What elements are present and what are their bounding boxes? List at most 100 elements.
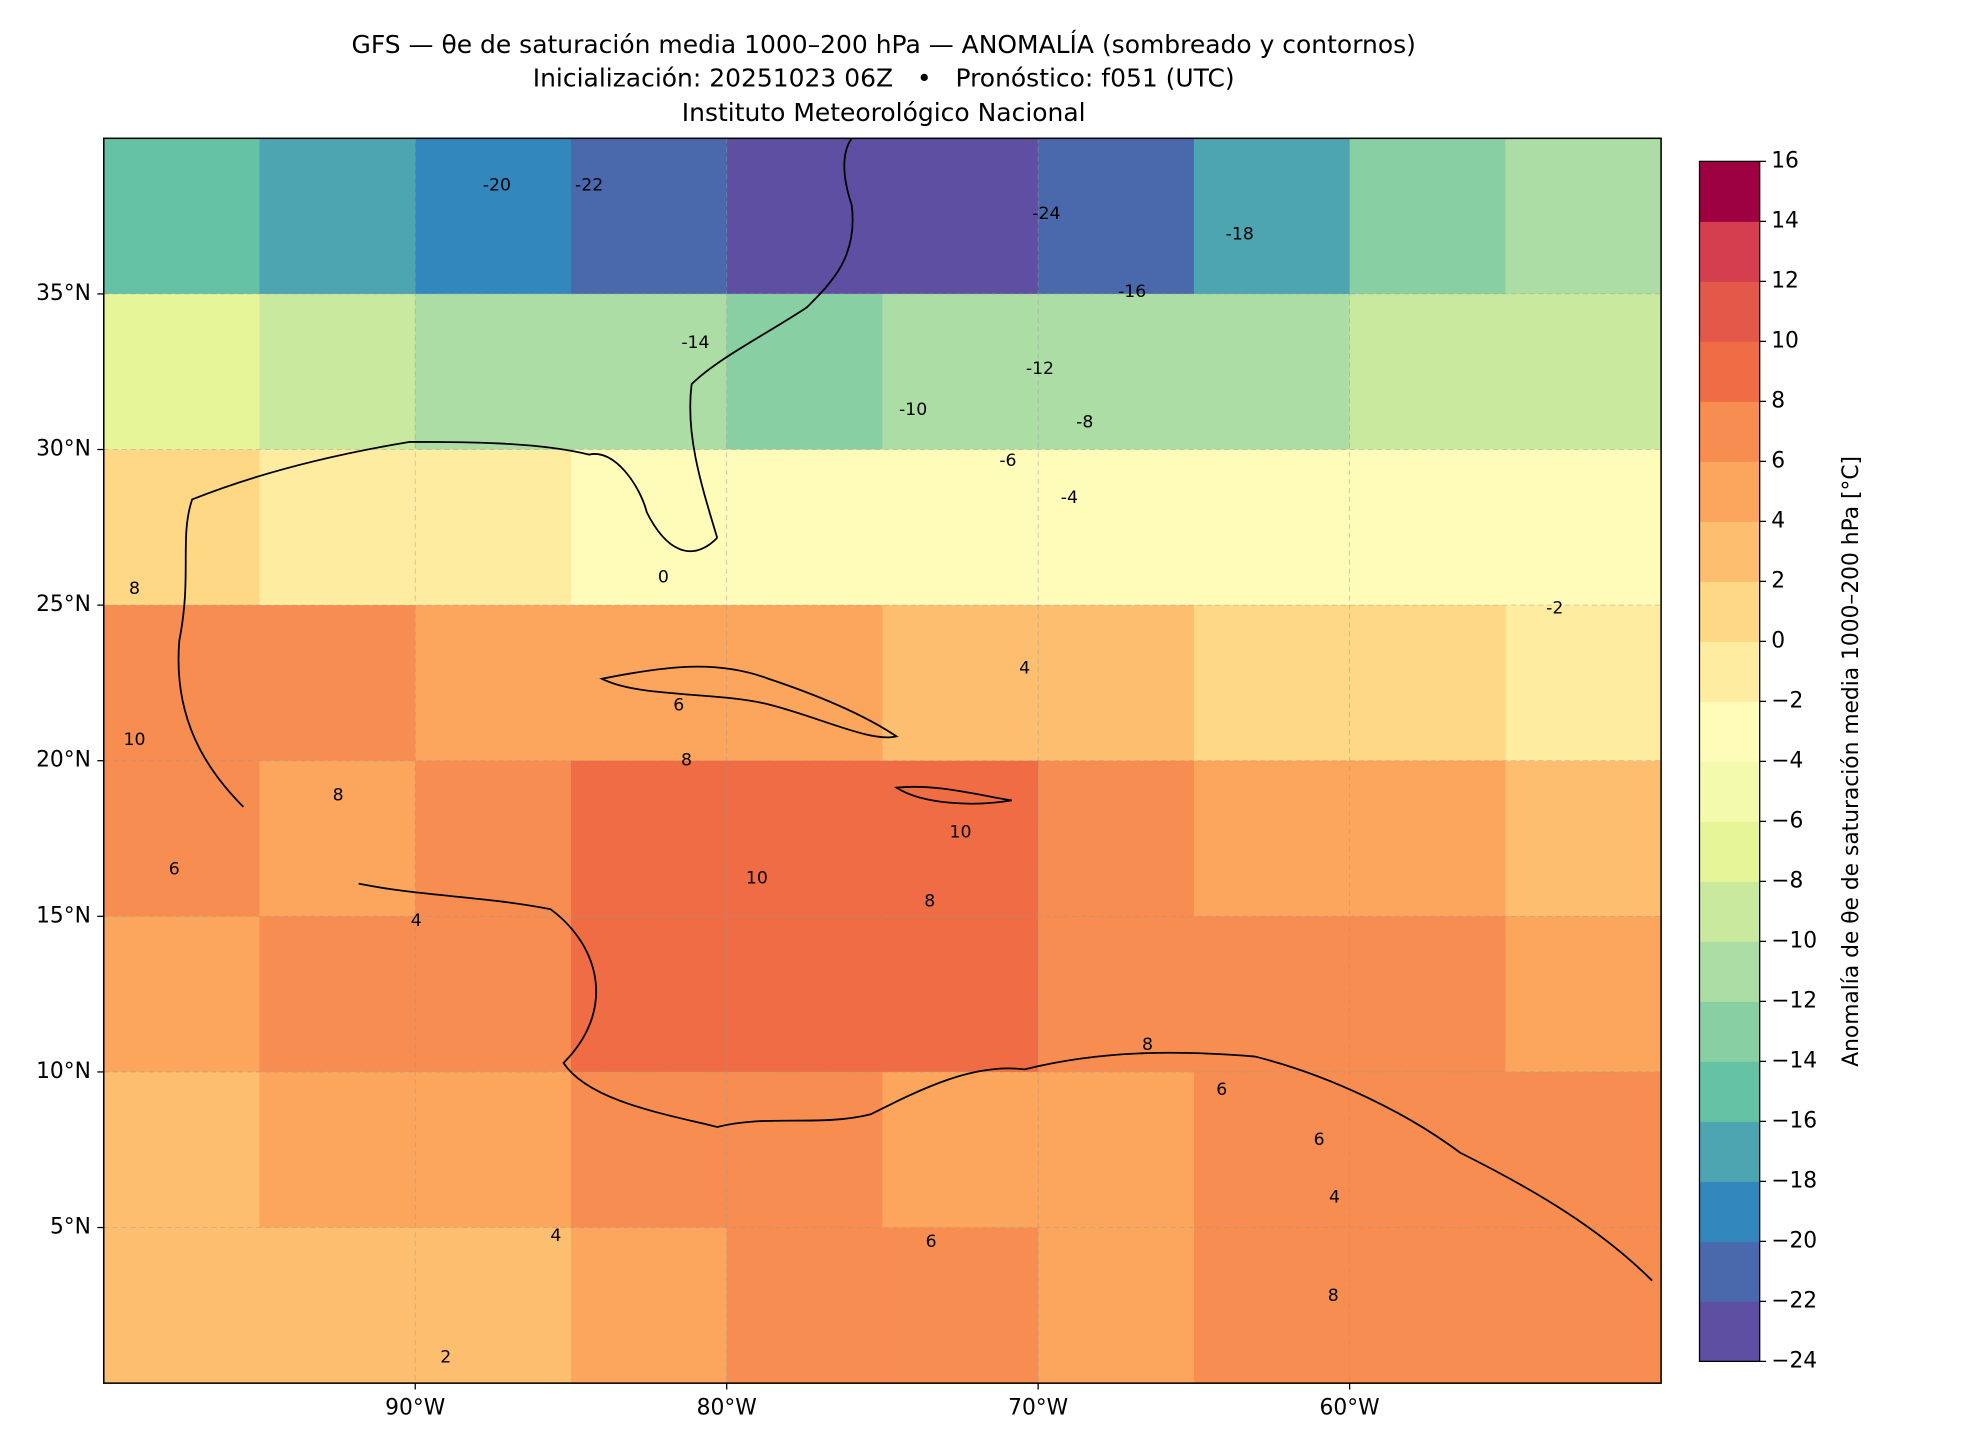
contour-label: 6 [1216,1080,1227,1100]
field-cell [882,916,1039,1073]
contour-label: 4 [411,911,422,931]
contour-label: 10 [124,730,146,750]
subtitle: Inicialización: 20251023 06Z • Pronóstic… [533,63,1235,92]
field-cell [1193,449,1351,606]
field-cell [570,605,728,762]
contour-label: -4 [1061,488,1078,508]
field-cell [103,1227,261,1384]
colorbar-tick-label: 14 [1771,208,1799,233]
field-cell [1349,293,1506,451]
contour-label: -10 [899,400,927,420]
colorbar-tick-label: −10 [1771,928,1817,953]
field-cell [1038,605,1195,762]
field-cell [415,1071,572,1229]
axes: 90°W 80°W 70°W 60°W 5°N 10°N 15°N 20°N 25°N 30°N 3… [36,281,1380,1421]
field-cell [1193,293,1351,451]
contour-label: 10 [746,869,768,889]
contour-label: -20 [483,176,511,196]
colorbar-tick-label: −14 [1771,1048,1817,1073]
contour-label: 6 [926,1232,937,1252]
colorbar-tick-label: 12 [1771,268,1799,293]
colorbar-swatch [1699,881,1760,942]
contour-label: 6 [1314,1130,1325,1150]
colorbar-swatch [1699,161,1760,222]
field-cell [726,293,884,451]
contour-label: -18 [1226,224,1254,244]
contour-label: -16 [1118,282,1146,302]
field-cell [1349,138,1506,295]
island [893,785,1012,805]
colorbar-tick-label: −4 [1771,748,1803,773]
contour-label: 8 [1142,1035,1153,1055]
colorbar-swatch [1699,821,1760,882]
colorbar-swatch [1699,941,1760,1002]
field-cell [1349,605,1506,762]
contour-label: -2 [1546,598,1563,618]
field-cell [1349,449,1506,606]
colorbar-tick-label: 4 [1771,508,1785,533]
colorbar-swatch [1699,401,1760,462]
contour-label: 8 [1328,1286,1339,1306]
x-tick-label: 70°W [1008,1396,1068,1421]
colorbar-tick-label: 0 [1771,628,1785,653]
field-cell [1193,1227,1351,1384]
field-cell [1038,138,1195,295]
field-cell [570,293,728,451]
field-cell [259,605,416,762]
contour-label: 10 [950,822,972,842]
field-cell [726,760,884,917]
field-cell [726,449,884,606]
colorbar-tick-label: −18 [1771,1168,1817,1193]
field-cell [1038,449,1195,606]
contour-label: 6 [673,696,684,716]
x-tick-label: 60°W [1320,1396,1380,1421]
field-cell [103,916,261,1073]
contour-label: -12 [1026,359,1054,379]
field-cell [259,138,416,295]
colorbar-tick-label: −6 [1771,808,1803,833]
y-tick-label: 5°N [50,1215,91,1240]
colorbar-tick-label: 6 [1771,448,1785,473]
field-cell [882,293,1039,451]
field-cell [1505,1227,1662,1384]
field-cell [103,449,261,606]
contour-label: -6 [999,451,1016,471]
colorbar-swatch [1699,1301,1760,1362]
colorbar-tick-label: 10 [1771,328,1799,353]
field-cell [882,1071,1039,1229]
colorbar-swatch [1699,221,1760,282]
x-tick-label: 90°W [385,1396,445,1421]
field-cell [415,138,572,295]
field-cell [570,449,728,606]
field-cell [1193,1071,1351,1229]
contour-label: 4 [1019,659,1030,679]
colorbar-tick-label: −16 [1771,1108,1817,1133]
contour-label: 8 [129,579,140,599]
contour-label: 0 [658,568,669,588]
field-cell [726,1227,884,1384]
colorbar: −24−22−20−18−16−14−12−10−8−6−4−202468101… [1698,148,1864,1373]
y-tick-label: 35°N [36,281,91,306]
field-cell [415,449,572,606]
x-tick-label: 80°W [697,1396,757,1421]
colorbar-swatch [1699,1241,1760,1302]
contour-label: 8 [333,785,344,805]
colorbar-tick-label: −22 [1771,1288,1817,1313]
field-cell [882,138,1039,295]
contour-label: 4 [550,1226,561,1246]
field-cell [1038,1071,1195,1229]
field-cell [882,605,1039,762]
contour-label: 8 [681,751,692,771]
colorbar-swatch [1699,281,1760,342]
colorbar-tick-label: −2 [1771,688,1803,713]
colorbar-tick-label: 2 [1771,568,1785,593]
colorbar-swatch [1699,581,1760,642]
y-tick-label: 10°N [36,1059,91,1084]
field-cell [259,449,416,606]
field-cell [1505,916,1662,1073]
field-cell [259,1227,416,1384]
colorbar-swatch [1699,1061,1760,1122]
field-cell [1505,449,1662,606]
colorbar-tick-label: 16 [1771,148,1799,173]
field-cell [1349,916,1506,1073]
